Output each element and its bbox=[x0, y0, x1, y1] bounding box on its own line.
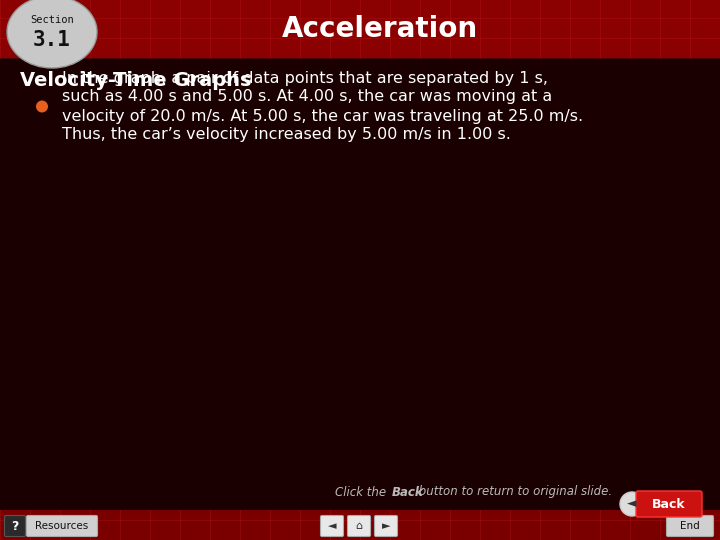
Text: Back: Back bbox=[392, 485, 424, 498]
Text: Click the: Click the bbox=[335, 485, 390, 498]
Text: Section: Section bbox=[30, 15, 74, 25]
Text: End: End bbox=[680, 521, 700, 531]
Polygon shape bbox=[0, 510, 720, 540]
Text: such as 4.00 s and 5.00 s. At 4.00 s, the car was moving at a: such as 4.00 s and 5.00 s. At 4.00 s, th… bbox=[62, 90, 552, 105]
Text: ◄: ◄ bbox=[627, 497, 636, 510]
Circle shape bbox=[620, 492, 644, 516]
Text: Thus, the car’s velocity increased by 5.00 m/s in 1.00 s.: Thus, the car’s velocity increased by 5.… bbox=[62, 127, 511, 143]
FancyBboxPatch shape bbox=[374, 516, 397, 537]
Text: Back: Back bbox=[652, 497, 686, 510]
Ellipse shape bbox=[7, 0, 97, 68]
Text: ?: ? bbox=[12, 519, 19, 532]
Text: ◄: ◄ bbox=[328, 521, 336, 531]
Polygon shape bbox=[0, 0, 720, 58]
Text: Acceleration: Acceleration bbox=[282, 15, 478, 43]
Text: Velocity-Time Graphs: Velocity-Time Graphs bbox=[20, 71, 251, 90]
Text: Resources: Resources bbox=[35, 521, 89, 531]
Text: In the graph, a pair of data points that are separated by 1 s,: In the graph, a pair of data points that… bbox=[62, 71, 548, 85]
FancyBboxPatch shape bbox=[27, 516, 97, 537]
FancyBboxPatch shape bbox=[667, 516, 714, 537]
FancyBboxPatch shape bbox=[348, 516, 371, 537]
FancyBboxPatch shape bbox=[320, 516, 343, 537]
Circle shape bbox=[36, 100, 48, 112]
Text: velocity of 20.0 m/s. At 5.00 s, the car was traveling at 25.0 m/s.: velocity of 20.0 m/s. At 5.00 s, the car… bbox=[62, 109, 583, 124]
Text: 3.1: 3.1 bbox=[33, 30, 71, 50]
FancyBboxPatch shape bbox=[4, 516, 25, 537]
Text: button to return to original slide.: button to return to original slide. bbox=[415, 485, 612, 498]
FancyBboxPatch shape bbox=[636, 491, 702, 517]
Text: ⌂: ⌂ bbox=[356, 521, 363, 531]
Text: ►: ► bbox=[382, 521, 390, 531]
